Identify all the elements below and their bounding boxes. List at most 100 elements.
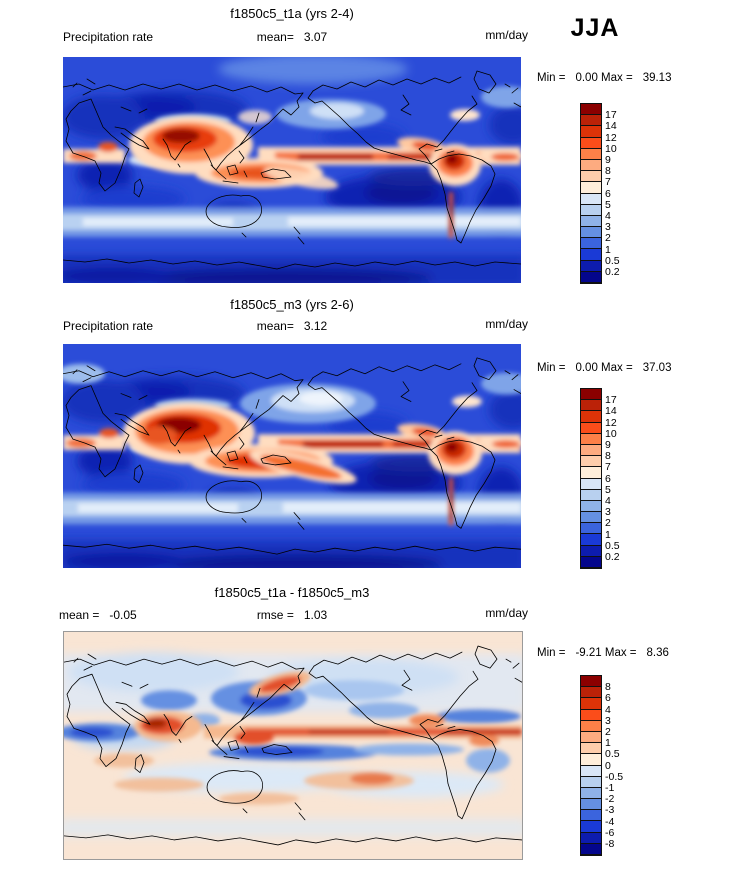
colorbar-cell <box>581 271 601 283</box>
colorbar-tick-label: 10 <box>605 427 617 440</box>
colorbar-tick-label: 2 <box>605 517 611 530</box>
colorbar-tick-label: 12 <box>605 131 617 144</box>
colorbar-cell <box>581 743 601 755</box>
positive-anomalies <box>94 671 522 805</box>
precipitation-maxima <box>63 395 521 526</box>
colorbar-cell <box>581 698 601 710</box>
colorbar-cell <box>581 545 601 557</box>
colorbar-tick-label: 17 <box>605 109 617 122</box>
colorbar-tick-label: 9 <box>605 154 611 166</box>
colorbar-tick-label: -4 <box>605 815 615 828</box>
colorbar-cell <box>581 731 601 744</box>
colorbar-tick-label: 0.5 <box>605 254 620 267</box>
colorbar-tick-label: -1 <box>605 782 615 794</box>
colorbar-tick-label: 5 <box>605 483 611 496</box>
colorbar-cell <box>581 182 601 194</box>
colorbar-cell <box>581 843 601 855</box>
colorbar-cell <box>581 433 601 445</box>
colorbar-tick-label: 1 <box>605 528 611 541</box>
colorbar-tick-label: 17 <box>605 394 617 407</box>
colorbar-cell <box>581 534 601 546</box>
storm-track-bands <box>63 86 521 237</box>
colorbar-tick-label: 6 <box>605 472 611 485</box>
colorbar-cell <box>581 810 601 822</box>
colorbar-3: 8 6 4 3 2 1 0.5 0 -0.5 -1 -2 -3 -4 -6 -8 <box>580 675 623 856</box>
colorbar-cell <box>581 159 601 172</box>
colorbar-cell <box>581 171 601 183</box>
panel2-minmax: Min = 0.00 Max = 37.03 <box>537 362 672 374</box>
colorbar-cell <box>581 260 601 272</box>
colorbar-cell <box>581 765 601 777</box>
colorbar-tick-label: 4 <box>605 495 611 507</box>
colorbar-2: 17 14 12 10 9 8 7 6 5 4 3 2 1 0.5 0.2 <box>580 388 620 569</box>
colorbar-cell <box>581 720 601 732</box>
season-label: JJA <box>570 14 620 42</box>
precip-map-model1 <box>63 57 521 283</box>
colorbar-cell <box>581 193 601 205</box>
colorbar-cell <box>581 687 601 699</box>
panel2-units: mm/day <box>485 317 528 331</box>
colorbar-cell <box>581 478 601 490</box>
colorbar-tick-label: 5 <box>605 198 611 211</box>
colorbar-cell <box>581 500 601 513</box>
colorbar-tick-label: 4 <box>605 210 611 222</box>
colorbar-cell <box>581 249 601 261</box>
panel2-mean: mean= 3.12 <box>256 319 328 333</box>
colorbar-tick-label: 14 <box>605 120 617 133</box>
panel2-variable-label: Precipitation rate <box>63 319 154 333</box>
colorbar-cell <box>581 126 601 138</box>
colorbar-cell <box>581 444 601 457</box>
colorbar-tick-label: 9 <box>605 439 611 451</box>
colorbar-cell <box>581 137 601 149</box>
panel3-rmse: rmse = 1.03 <box>256 608 328 622</box>
precipitation-maxima <box>63 109 521 238</box>
colorbar-1: 17 14 12 10 9 8 7 6 5 4 3 2 1 0.5 0.2 <box>580 103 620 284</box>
colorbar-tick-label: 0.5 <box>605 748 620 761</box>
colorbar-tick-label: 0 <box>605 759 611 772</box>
colorbar-cell <box>581 238 601 250</box>
panel1-variable-label: Precipitation rate <box>63 30 154 44</box>
colorbar-cell <box>581 776 601 788</box>
colorbar-cell <box>581 227 601 239</box>
colorbar-tick-label: 7 <box>605 461 611 474</box>
panel2-title: f1850c5_m3 (yrs 2-6) <box>230 297 354 312</box>
colorbar-cell <box>581 832 601 844</box>
colorbar-tick-label: -3 <box>605 804 615 817</box>
colorbar-cell <box>581 523 601 535</box>
colorbar-tick-label: 12 <box>605 416 617 429</box>
colorbar-tick-label: 3 <box>605 221 611 234</box>
colorbar-cell <box>581 422 601 434</box>
colorbar-cell <box>581 821 601 833</box>
colorbar-cell <box>581 709 601 721</box>
colorbar-tick-label: -0.5 <box>605 770 624 783</box>
colorbar-tick-label: 6 <box>605 692 611 705</box>
colorbar-cell <box>581 115 601 127</box>
map-panel-1 <box>63 57 521 283</box>
panel1-title: f1850c5_t1a (yrs 2-4) <box>230 6 354 21</box>
precip-diff-map <box>64 632 522 859</box>
panel3-title: f1850c5_t1a - f1850c5_m3 <box>214 585 370 600</box>
colorbar-cell <box>581 799 601 811</box>
colorbar-tick-label: 3 <box>605 506 611 519</box>
colorbar-cell <box>581 215 601 228</box>
colorbar-tick-label: 8 <box>605 450 611 463</box>
colorbar-tick-label: 8 <box>605 165 611 178</box>
panel1-mean: mean= 3.07 <box>256 30 328 44</box>
map-panel-2 <box>63 344 521 568</box>
colorbar-tick-label: 2 <box>605 726 611 738</box>
colorbar-tick-label: 6 <box>605 187 611 200</box>
colorbar-cell <box>581 787 601 800</box>
colorbar-tick-label: 3 <box>605 714 611 727</box>
panel3-mean: mean = -0.05 <box>59 608 137 622</box>
colorbar-cell <box>581 676 601 688</box>
colorbar-cell <box>581 104 601 116</box>
colorbar-tick-label: 8 <box>605 681 611 694</box>
ocean-shading <box>63 375 521 568</box>
colorbar-tick-label: 4 <box>605 703 611 716</box>
colorbar-cell <box>581 411 601 423</box>
colorbar-cell <box>581 400 601 412</box>
colorbar-cell <box>581 148 601 160</box>
colorbar-cell <box>581 512 601 524</box>
colorbar-cell <box>581 556 601 568</box>
